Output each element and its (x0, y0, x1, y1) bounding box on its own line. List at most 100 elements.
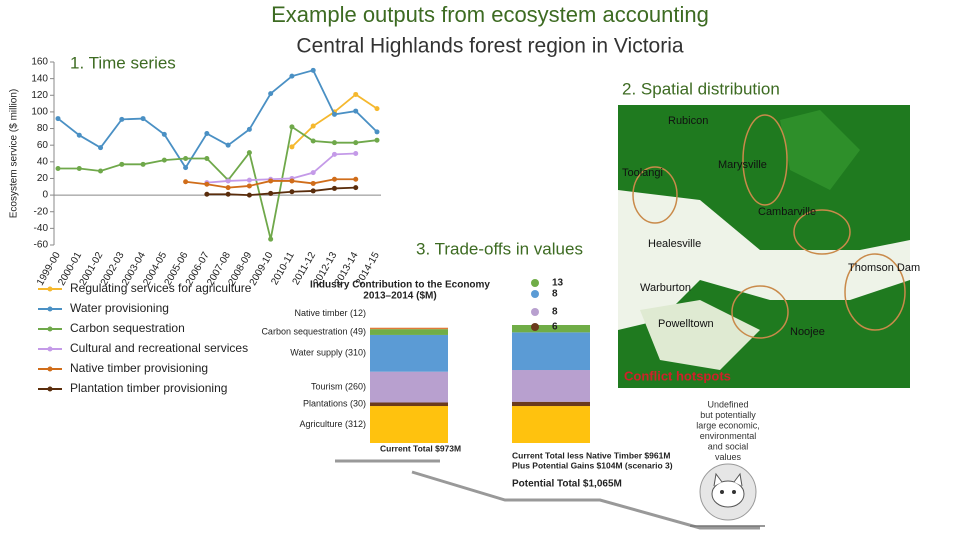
map-forest (780, 110, 860, 190)
gain-marker (531, 323, 539, 331)
data-point (225, 142, 231, 148)
bar-segment (512, 401, 590, 407)
legend-label: Native timber provisioning (70, 361, 208, 375)
map-place-label: Marysville (718, 159, 767, 171)
data-point (268, 91, 274, 97)
legend-marker (47, 326, 53, 332)
y-tick-label: -60 (34, 240, 49, 251)
y-tick-label: 0 (42, 190, 48, 201)
data-point (55, 116, 61, 122)
segment-label: Tourism (260) (311, 381, 366, 391)
legend-label: Carbon sequestration (70, 321, 185, 335)
bar-segment (370, 334, 448, 372)
gain-label: 13 (552, 278, 564, 289)
data-point (331, 111, 337, 117)
data-point (140, 116, 146, 122)
data-point (289, 124, 295, 130)
map-place-label: Warburton (640, 282, 691, 294)
segment-label: Water supply (310) (290, 348, 366, 358)
data-point (331, 185, 337, 191)
y-tick-label: 120 (31, 90, 48, 101)
segment-label: Plantations (30) (303, 399, 366, 409)
map-place-label: Cambarville (758, 206, 816, 218)
data-point (119, 161, 125, 167)
map-legend: Conflict hotspots (624, 368, 731, 383)
y-tick-label: 140 (31, 73, 48, 84)
data-point (353, 185, 359, 191)
data-point (225, 191, 231, 197)
data-point (289, 178, 295, 184)
data-point (183, 155, 189, 161)
note-text: large economic, (696, 420, 760, 430)
segment-label: Native timber (12) (294, 308, 366, 318)
hotspots (632, 114, 906, 339)
segment-label: Carbon sequestration (49) (261, 326, 366, 336)
data-point (204, 131, 210, 137)
data-point (204, 155, 210, 161)
section-label: 2. Spatial distribution (622, 79, 780, 98)
data-point (246, 177, 252, 183)
section-label: 1. Time series (70, 53, 176, 72)
data-point (353, 91, 359, 97)
data-point (331, 151, 337, 157)
gain-marker (531, 290, 539, 298)
data-point (161, 157, 167, 163)
data-point (225, 185, 231, 191)
chart-subtitle: 2013–2014 ($M) (363, 291, 436, 302)
y-tick-label: 80 (37, 123, 49, 134)
data-point (289, 189, 295, 195)
data-point (353, 108, 359, 114)
series-line (206, 152, 356, 184)
data-point (76, 132, 82, 138)
map-place-label: Thomson Dam (848, 262, 920, 274)
data-point (268, 236, 274, 242)
data-point (331, 176, 337, 182)
note-text: but potentially (700, 410, 756, 420)
section-label: 3. Trade-offs in values (416, 239, 583, 258)
data-point (374, 137, 380, 143)
bar-segment (512, 325, 590, 333)
data-point (310, 170, 316, 176)
data-point (289, 73, 295, 79)
data-point (98, 168, 104, 174)
legend-marker (47, 286, 53, 292)
data-point (353, 176, 359, 182)
legend-marker (47, 386, 53, 392)
y-tick-label: -40 (34, 223, 49, 234)
data-point (353, 151, 359, 156)
legend-label: Cultural and recreational services (70, 341, 248, 355)
chart-title: Industry Contribution to the Economy (310, 280, 490, 291)
data-point (204, 191, 210, 197)
slide-subtitle: Central Highlands forest region in Victo… (296, 35, 683, 58)
data-point (310, 180, 316, 186)
slide-title: Example outputs from ecosystem accountin… (271, 2, 709, 27)
series-line (58, 125, 378, 240)
map-place-label: Healesville (648, 238, 701, 250)
y-tick-label: 160 (31, 57, 48, 68)
note-text: values (715, 452, 742, 462)
bar-segment (512, 332, 590, 371)
legend-label: Regulating services for agriculture (70, 281, 252, 295)
series-line (57, 69, 378, 170)
data-point (246, 192, 252, 198)
bar-segment (512, 406, 590, 443)
data-point (98, 145, 104, 151)
data-point (310, 138, 316, 144)
bar-segment (370, 329, 448, 335)
total-label: Potential Total $1,065M (512, 479, 622, 490)
map-place-label: Noojee (790, 326, 825, 338)
data-point (246, 126, 252, 132)
total-label: Current Total $973M (380, 443, 461, 453)
y-tick-label: 40 (37, 156, 49, 167)
connector (335, 459, 765, 530)
gain-marker (531, 308, 539, 316)
map-clearing (618, 190, 910, 330)
segment-label: Agriculture (312) (299, 419, 366, 429)
legend-marker (47, 306, 53, 312)
note-text: Undefined (707, 399, 748, 409)
y-axis-label: Ecosystem service ($ million) (9, 89, 20, 218)
data-point (246, 150, 252, 156)
map: Rubicon Marysville Toolangi Cambarville Heal… (618, 105, 920, 388)
bar-segment (370, 327, 448, 330)
bar-segment (512, 370, 590, 402)
